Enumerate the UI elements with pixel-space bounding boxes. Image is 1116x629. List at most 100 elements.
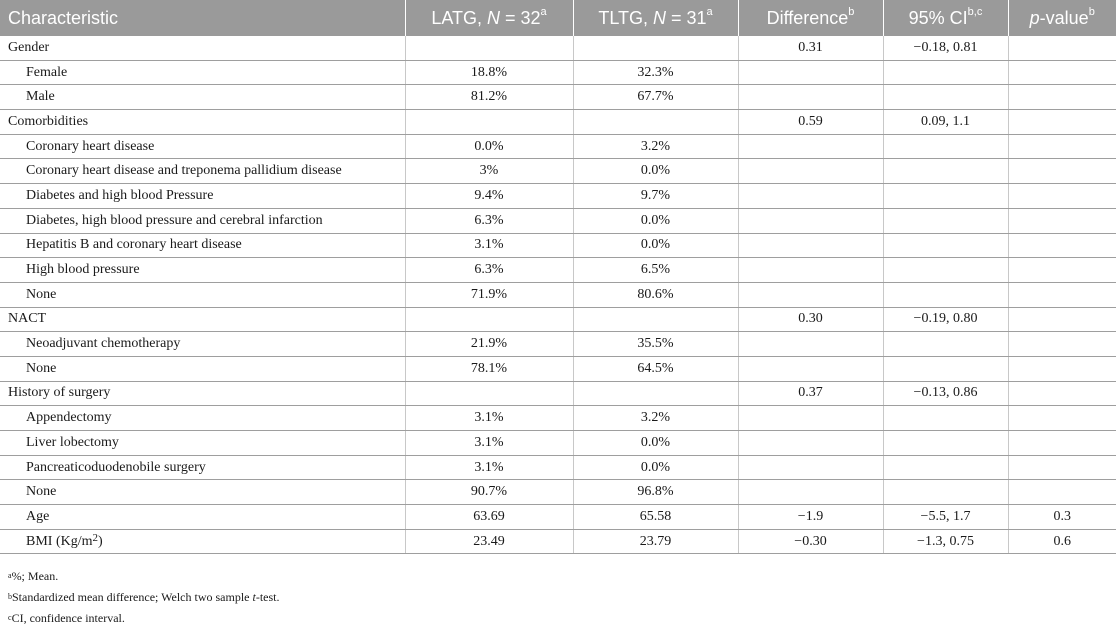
cell-tltg (573, 109, 739, 135)
cell-pvalue (1008, 60, 1116, 86)
row-label: Female (0, 60, 406, 86)
cell-latg: 23.49 (405, 529, 574, 555)
table-row: Coronary heart disease 0.0% 3.2% (0, 134, 1116, 160)
table-row: Liver lobectomy 3.1% 0.0% (0, 430, 1116, 456)
cell-pvalue (1008, 134, 1116, 160)
cell-ci (883, 208, 1009, 234)
characteristics-table: Characteristic LATG, N = 32a TLTG, N = 3… (0, 0, 1116, 555)
cell-ci (883, 233, 1009, 259)
cell-difference (738, 282, 884, 308)
cell-ci (883, 282, 1009, 308)
cell-ci (883, 479, 1009, 506)
cell-difference: 0.59 (738, 109, 884, 135)
table-row: History of surgery 0.37 −0.13, 0.86 (0, 381, 1116, 407)
row-label: None (0, 282, 406, 308)
cell-latg: 21.9% (405, 331, 574, 357)
cell-pvalue (1008, 36, 1116, 61)
header-difference: Differenceb (738, 0, 884, 36)
cell-ci (883, 405, 1009, 431)
row-label: History of surgery (0, 381, 406, 407)
cell-tltg: 67.7% (573, 84, 739, 111)
row-label: Liver lobectomy (0, 430, 406, 456)
cell-ci (883, 356, 1009, 382)
row-label: Diabetes and high blood Pressure (0, 183, 406, 209)
cell-difference (738, 257, 884, 283)
cell-tltg: 0.0% (573, 208, 739, 234)
cell-tltg: 64.5% (573, 356, 739, 382)
cell-difference: 0.37 (738, 381, 884, 407)
table-row: Diabetes and high blood Pressure 9.4% 9.7% (0, 183, 1116, 209)
cell-tltg: 0.0% (573, 158, 739, 185)
footnote-c: cCI, confidence interval. (8, 611, 125, 625)
cell-pvalue (1008, 455, 1116, 481)
cell-ci (883, 183, 1009, 209)
footnote-a: a%; Mean. (8, 569, 59, 583)
cell-pvalue (1008, 381, 1116, 407)
table-row: BMI (Kg/m2) 23.49 23.79 −0.30 −1.3, 0.75 0.6 (0, 529, 1116, 555)
cell-latg (405, 36, 574, 61)
table-row: Coronary heart disease and treponema pal… (0, 158, 1116, 185)
cell-tltg: 0.0% (573, 430, 739, 456)
cell-tltg (573, 381, 739, 407)
row-label: Neoadjuvant chemotherapy (0, 331, 406, 357)
cell-tltg (573, 307, 739, 333)
table-row: None 78.1% 64.5% (0, 356, 1116, 382)
cell-tltg: 9.7% (573, 183, 739, 209)
cell-pvalue (1008, 183, 1116, 209)
cell-ci (883, 158, 1009, 185)
table-row: None 71.9% 80.6% (0, 282, 1116, 308)
cell-latg: 0.0% (405, 134, 574, 160)
cell-latg: 6.3% (405, 257, 574, 283)
row-label: Hepatitis B and coronary heart disease (0, 233, 406, 259)
footnotes: a%; Mean. bStandardized mean difference;… (8, 566, 280, 629)
cell-ci (883, 455, 1009, 481)
row-label: Age (0, 504, 406, 530)
cell-difference: −0.30 (738, 529, 884, 555)
cell-ci (883, 257, 1009, 283)
cell-tltg: 32.3% (573, 60, 739, 86)
cell-latg: 3.1% (405, 405, 574, 431)
cell-pvalue (1008, 257, 1116, 283)
cell-tltg: 65.58 (573, 504, 739, 530)
table-row: NACT 0.30 −0.19, 0.80 (0, 307, 1116, 333)
row-label: Appendectomy (0, 405, 406, 431)
cell-latg (405, 109, 574, 135)
cell-latg (405, 307, 574, 333)
cell-pvalue (1008, 479, 1116, 506)
cell-latg: 78.1% (405, 356, 574, 382)
cell-ci (883, 134, 1009, 160)
cell-pvalue: 0.6 (1008, 529, 1116, 555)
cell-difference (738, 455, 884, 481)
cell-difference (738, 183, 884, 209)
cell-difference: 0.31 (738, 36, 884, 61)
row-label: High blood pressure (0, 257, 406, 283)
cell-latg: 63.69 (405, 504, 574, 530)
cell-difference (738, 331, 884, 357)
cell-difference (738, 134, 884, 160)
row-label: NACT (0, 307, 406, 333)
row-label: Male (0, 84, 406, 111)
table-row: Appendectomy 3.1% 3.2% (0, 405, 1116, 431)
cell-difference (738, 233, 884, 259)
cell-tltg: 3.2% (573, 134, 739, 160)
row-label: Pancreaticoduodenobile surgery (0, 455, 406, 481)
cell-pvalue (1008, 282, 1116, 308)
cell-tltg: 80.6% (573, 282, 739, 308)
cell-latg: 18.8% (405, 60, 574, 86)
cell-difference: 0.30 (738, 307, 884, 333)
cell-difference: −1.9 (738, 504, 884, 530)
header-tltg: TLTG, N = 31a (573, 0, 739, 36)
cell-difference (738, 405, 884, 431)
cell-latg (405, 381, 574, 407)
cell-pvalue (1008, 158, 1116, 185)
cell-difference (738, 356, 884, 382)
cell-pvalue (1008, 84, 1116, 111)
footnote-b: bStandardized mean difference; Welch two… (8, 590, 280, 604)
cell-latg: 90.7% (405, 479, 574, 506)
table-row: Male 81.2% 67.7% (0, 84, 1116, 111)
header-ci: 95% CIb,c (883, 0, 1009, 36)
cell-pvalue (1008, 233, 1116, 259)
cell-latg: 71.9% (405, 282, 574, 308)
cell-pvalue (1008, 208, 1116, 234)
cell-latg: 6.3% (405, 208, 574, 234)
